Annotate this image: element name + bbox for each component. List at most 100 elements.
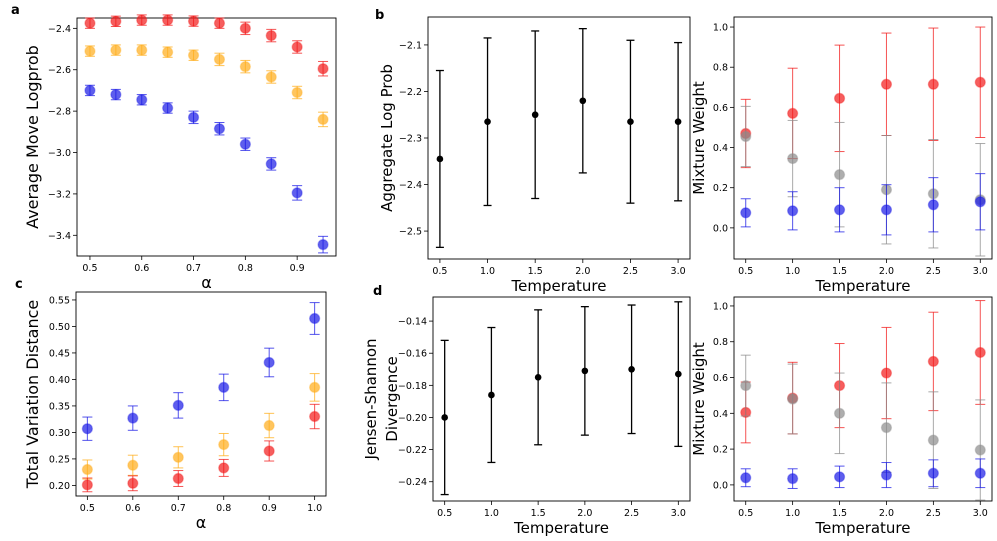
x-tick-label: 2.0 [575, 266, 590, 277]
data-point [787, 473, 799, 485]
x-tick-label: 1.0 [785, 266, 800, 277]
y-tick-label: 0.2 [713, 445, 728, 456]
x-tick-label: 3.0 [973, 266, 988, 277]
data-point [974, 346, 986, 359]
y-tick-label: −2.8 [48, 107, 71, 118]
data-point [136, 94, 148, 106]
data-point [833, 92, 846, 104]
data-point [974, 467, 986, 479]
x-tick-label: 0.5 [80, 503, 95, 514]
data-point [172, 399, 184, 411]
data-point [740, 130, 752, 143]
data-point [880, 422, 893, 434]
data-point [263, 356, 275, 369]
plot-frame [432, 296, 691, 502]
data-point [291, 86, 303, 99]
data-point [110, 44, 122, 56]
data-point [172, 472, 184, 485]
data-point [291, 187, 303, 199]
y-tick-label: 0.4 [713, 409, 728, 420]
data-point [84, 84, 96, 97]
y-axis-label: Total Variation Distance [23, 300, 42, 489]
y-tick-label: 0.8 [713, 63, 728, 74]
chart-a: 0.5 0.6 0.7 0.8 0.9 −3.4 −3.2 −3.0 −2.8 −2.6 −2.4 α… [23, 14, 337, 292]
data-point [136, 14, 148, 26]
y-tick-label: −2.4 [399, 180, 422, 191]
data-point [974, 196, 986, 208]
series-red [740, 300, 986, 444]
data-point [880, 78, 893, 90]
data-point [162, 46, 174, 58]
data-point [213, 123, 226, 135]
series-orange [84, 44, 329, 128]
x-axis-label: Temperature [814, 277, 910, 295]
series-blue [81, 302, 321, 441]
data-point [628, 365, 635, 373]
x-tick-label: 2.0 [879, 266, 894, 277]
y-tick-label: −0.16 [398, 349, 427, 360]
y-tick-label: 0.55 [49, 295, 70, 306]
y-tick-label: −0.22 [398, 445, 427, 456]
x-tick-label: 0.5 [738, 508, 753, 519]
data-point [531, 111, 539, 119]
y-tick-label: 0.40 [49, 375, 70, 386]
data-point [187, 49, 200, 61]
data-point [162, 102, 174, 114]
y-tick-label: −3.2 [48, 189, 71, 200]
plot-frame [75, 291, 327, 497]
data-point [136, 44, 148, 56]
x-tick-label: 0.9 [262, 503, 277, 514]
data-point [927, 199, 939, 211]
x-tick-label: 3.0 [671, 508, 686, 519]
data-point [441, 414, 448, 421]
series-black [440, 301, 683, 496]
data-point [787, 152, 799, 165]
data-point [675, 370, 682, 378]
data-point [880, 367, 893, 379]
y-tick-label: 0.4 [713, 143, 728, 154]
data-point [81, 423, 93, 435]
y-tick-label: −2.4 [48, 24, 71, 35]
data-point [880, 204, 893, 216]
panel-label-d: d [373, 284, 383, 299]
x-tick-label: 1.5 [832, 508, 847, 519]
x-tick-label: 1.0 [785, 508, 800, 519]
y-tick-label: 0.50 [49, 322, 70, 333]
data-point [833, 407, 846, 419]
data-point [84, 45, 96, 57]
panel-label-a: a [11, 3, 20, 18]
y-tick-label: 0.2 [713, 183, 728, 194]
y-tick-label: 0.20 [49, 481, 70, 492]
series-blue [740, 173, 986, 236]
data-point [239, 138, 251, 150]
y-axis-label: Aggregate Log Prob [378, 64, 396, 212]
x-axis-label: α [201, 273, 212, 292]
data-point [218, 381, 230, 393]
y-axis-label: Divergence [383, 356, 401, 441]
data-point [740, 472, 752, 484]
x-tick-label: 3.0 [973, 508, 988, 519]
x-tick-label: 1.5 [832, 266, 847, 277]
data-point [213, 17, 226, 29]
data-point [927, 355, 939, 368]
data-point [265, 71, 277, 83]
y-tick-label: −0.24 [398, 477, 427, 488]
y-tick-label: −3.4 [48, 231, 71, 242]
y-tick-label: 1.0 [713, 301, 728, 312]
data-point [927, 434, 939, 446]
y-tick-label: 0.0 [713, 480, 728, 491]
x-tick-label: 2.5 [623, 266, 638, 277]
data-point [581, 367, 589, 375]
data-point [263, 419, 275, 432]
y-axis-label: Mixture Weight [690, 342, 708, 456]
x-axis-label: Temperature [513, 519, 609, 537]
x-tick-label: 2.5 [926, 508, 941, 519]
x-tick-label: 3.0 [671, 266, 686, 277]
data-point [84, 17, 96, 29]
data-point [239, 22, 251, 34]
y-tick-label: −2.5 [399, 227, 422, 238]
x-tick-label: 0.9 [290, 263, 305, 274]
x-axis-label: Temperature [814, 519, 910, 537]
x-tick-label: 2.5 [926, 266, 941, 277]
